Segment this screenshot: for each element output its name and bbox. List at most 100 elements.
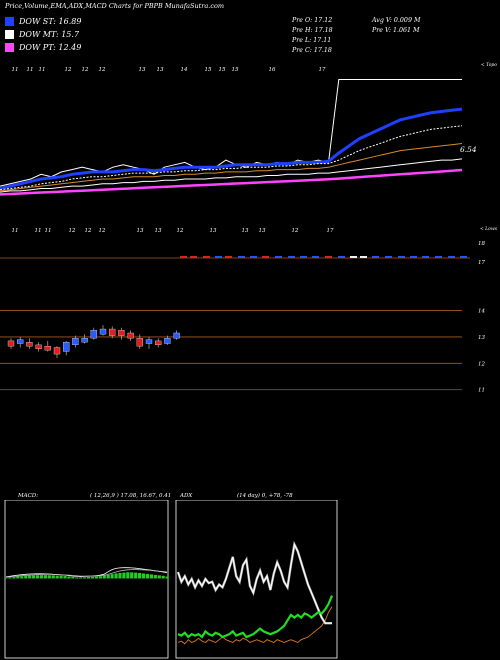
macd-histogram-bar	[59, 575, 63, 579]
macd-histogram-bar	[94, 576, 99, 579]
dow-pt-legend: DOW PT: 12.49	[5, 43, 81, 52]
dow-mt-legend: DOW MT: 15.7	[5, 30, 79, 39]
top-date-label: 11	[12, 67, 19, 73]
candle-body	[26, 342, 33, 347]
top-date-label: 16	[269, 67, 276, 73]
dow-st-swatch	[5, 17, 14, 26]
top-date-label: 12	[65, 67, 72, 73]
macd-histogram-bar	[118, 572, 122, 579]
macd-histogram-bar	[8, 577, 12, 579]
macd-histogram-bar	[55, 575, 59, 579]
macd-histogram-bar	[134, 572, 138, 579]
pre-low: Pre L: 17.11	[292, 37, 332, 44]
macd-histogram-bar	[12, 577, 16, 579]
macd-histogram-bar	[20, 576, 24, 579]
volume-bar	[325, 256, 332, 258]
adx-line	[177, 542, 332, 624]
top-date-label: 12	[82, 67, 89, 73]
volume-bar	[360, 256, 367, 258]
volume-bar	[300, 256, 307, 258]
macd-histogram-bar	[43, 575, 47, 579]
dow-st-label: DOW ST: 16.89	[19, 17, 82, 26]
macd-histogram-bar	[157, 575, 161, 579]
price-tick: 14	[478, 309, 485, 315]
volume-tick: 17	[478, 260, 485, 266]
candle-body	[7, 340, 15, 347]
macd-histogram-bar	[126, 572, 130, 579]
macd-histogram-bar	[51, 575, 55, 579]
macd-histogram-bar	[16, 576, 20, 579]
bottom-date-label: 12	[292, 228, 299, 234]
volume-bar	[190, 256, 197, 258]
topo-label: < Topo	[481, 62, 497, 68]
volume-panel: < Lows 18 17	[0, 226, 498, 266]
dow-pt-label: DOW PT: 12.49	[19, 43, 82, 52]
candle-body	[173, 332, 180, 339]
volume-bar	[275, 256, 282, 258]
macd-histogram-bar	[114, 573, 118, 579]
macd-histogram-bar	[47, 575, 51, 579]
pre-volume: Pre V: 1.061 M	[372, 27, 420, 34]
macd-histogram-bar	[63, 576, 67, 579]
ema-series-line	[0, 168, 463, 196]
volume-bar	[250, 256, 257, 258]
macd-histogram-bar	[24, 575, 28, 579]
bottom-date-label: 12	[69, 228, 76, 234]
dow-mt-swatch	[5, 30, 14, 39]
candle-body	[118, 330, 125, 336]
macd-histogram-bar	[102, 575, 106, 579]
macd-histogram-bar	[86, 577, 91, 579]
volume-bar	[350, 256, 357, 258]
bottom-date-label: 13	[259, 228, 266, 234]
top-date-label: 15	[232, 67, 239, 73]
macd-histogram-bar	[4, 577, 8, 579]
candle-body	[63, 342, 70, 352]
macd-histogram-bar	[161, 575, 165, 579]
macd-panel	[4, 567, 169, 579]
ema-series-line	[0, 158, 463, 193]
adx-values: (14 day) 0, +78, -78	[237, 493, 293, 499]
bottom-date-label: 13	[137, 228, 144, 234]
candle-body	[72, 338, 79, 346]
volume-bar	[203, 256, 210, 258]
macd-histogram-bar	[83, 577, 87, 579]
candle-body	[99, 328, 107, 335]
lower-panels	[4, 500, 338, 659]
bottom-date-label: 12	[99, 228, 106, 234]
macd-histogram-bar	[165, 576, 169, 579]
adx-label: ADX	[180, 493, 193, 499]
macd-histogram-bar	[75, 577, 79, 579]
top-date-label: 15	[219, 67, 226, 73]
top-date-label: 12	[99, 67, 106, 73]
candle-body	[90, 330, 97, 339]
macd-histogram-bar	[67, 576, 71, 579]
price-tick: 13	[478, 335, 485, 341]
bottom-date-label: 11	[45, 228, 52, 234]
candle-body	[127, 332, 134, 339]
bottom-date-label: 13	[155, 228, 162, 234]
macd-histogram-bar	[98, 576, 102, 579]
macd-histogram-bar	[71, 577, 75, 579]
bottom-date-label: 13	[242, 228, 249, 234]
candle-body	[155, 340, 162, 346]
volume-bar	[448, 256, 455, 258]
volume-tick: 18	[478, 241, 485, 247]
volume-bar	[225, 256, 232, 258]
volume-bar	[422, 256, 429, 258]
macd-histogram-bar	[130, 572, 134, 579]
bottom-date-label: 13	[210, 228, 217, 234]
last-price-label: 6.54	[460, 145, 477, 154]
volume-bar	[398, 256, 405, 258]
macd-histogram-bar	[28, 575, 32, 579]
price-tick: 12	[478, 361, 485, 367]
volume-stats: Avg V: 0.009 M Pre V: 1.061 M	[372, 16, 420, 36]
volume-bar	[288, 256, 295, 258]
bottom-date-label: 12	[85, 228, 92, 234]
avg-volume: Avg V: 0.009 M	[372, 17, 421, 24]
adx-panel	[176, 540, 334, 645]
lows-label: < Lows	[480, 226, 498, 232]
dow-pt-swatch	[5, 43, 14, 52]
price-tick: 11	[478, 388, 485, 394]
macd-histogram-bar	[31, 575, 36, 579]
top-date-label: 13	[139, 67, 146, 73]
